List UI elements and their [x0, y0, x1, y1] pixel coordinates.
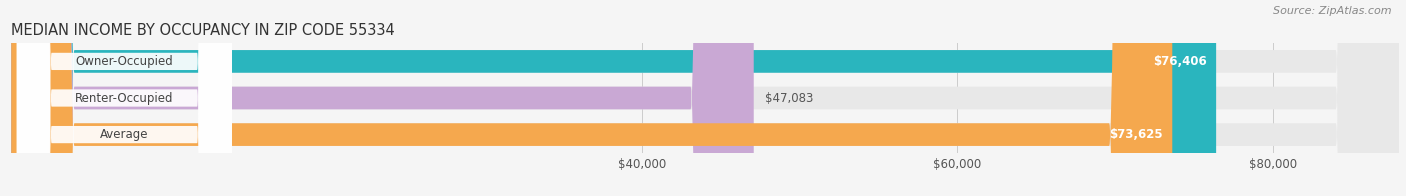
FancyBboxPatch shape: [11, 0, 1399, 196]
FancyBboxPatch shape: [11, 0, 1399, 196]
Text: $76,406: $76,406: [1153, 55, 1206, 68]
Text: Owner-Occupied: Owner-Occupied: [76, 55, 173, 68]
FancyBboxPatch shape: [11, 0, 754, 196]
Text: Average: Average: [100, 128, 149, 141]
Text: MEDIAN INCOME BY OCCUPANCY IN ZIP CODE 55334: MEDIAN INCOME BY OCCUPANCY IN ZIP CODE 5…: [11, 23, 395, 38]
Text: Renter-Occupied: Renter-Occupied: [75, 92, 173, 104]
FancyBboxPatch shape: [11, 0, 1173, 196]
Text: $47,083: $47,083: [765, 92, 813, 104]
FancyBboxPatch shape: [17, 0, 232, 196]
Text: $73,625: $73,625: [1109, 128, 1163, 141]
FancyBboxPatch shape: [11, 0, 1216, 196]
FancyBboxPatch shape: [17, 0, 232, 196]
FancyBboxPatch shape: [17, 0, 232, 196]
FancyBboxPatch shape: [11, 0, 1399, 196]
Text: Source: ZipAtlas.com: Source: ZipAtlas.com: [1274, 6, 1392, 16]
